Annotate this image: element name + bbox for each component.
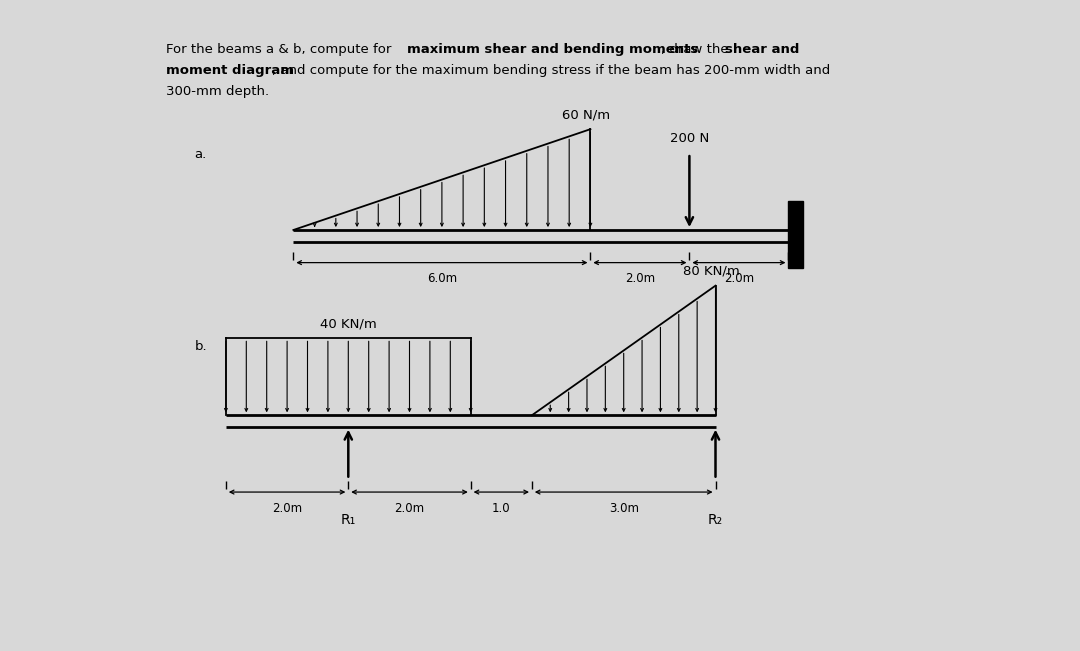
Text: R₂: R₂ <box>707 513 724 527</box>
Text: 2.0m: 2.0m <box>625 272 654 285</box>
Text: 200 N: 200 N <box>670 133 710 146</box>
Text: a.: a. <box>194 148 206 161</box>
Text: maximum shear and bending moments: maximum shear and bending moments <box>407 43 698 56</box>
Text: 80 KN/m: 80 KN/m <box>683 265 740 278</box>
Bar <box>788 201 802 268</box>
Text: 1.0: 1.0 <box>492 502 511 515</box>
Text: 300-mm depth.: 300-mm depth. <box>165 85 269 98</box>
Text: 60 N/m: 60 N/m <box>562 109 610 122</box>
Text: 6.0m: 6.0m <box>427 272 457 285</box>
Text: shear and: shear and <box>726 43 800 56</box>
Text: For the beams a & b, compute for: For the beams a & b, compute for <box>165 43 395 56</box>
Text: 2.0m: 2.0m <box>394 502 424 515</box>
Text: b.: b. <box>194 340 207 353</box>
Text: R₁: R₁ <box>340 513 356 527</box>
Text: , and compute for the maximum bending stress if the beam has 200-mm width and: , and compute for the maximum bending st… <box>272 64 831 77</box>
Text: , draw the: , draw the <box>661 43 732 56</box>
Text: 40 KN/m: 40 KN/m <box>320 318 377 331</box>
Text: 3.0m: 3.0m <box>609 502 638 515</box>
Text: 2.0m: 2.0m <box>272 502 302 515</box>
Text: moment diagram: moment diagram <box>165 64 294 77</box>
Text: 2.0m: 2.0m <box>724 272 754 285</box>
